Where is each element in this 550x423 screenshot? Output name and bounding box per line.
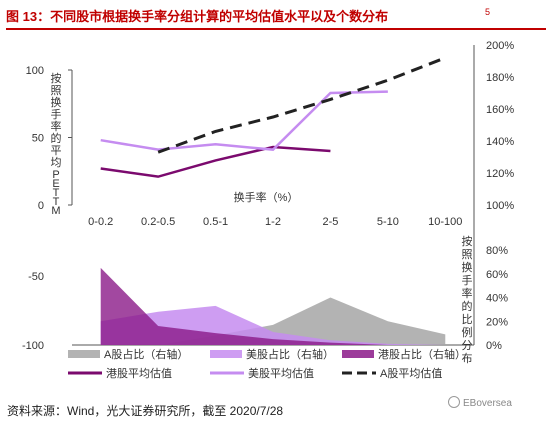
top-ylabel-char: T [53,187,60,199]
bottom-right-tick-label: 40% [486,293,508,305]
bottom-left-tick-label: -100 [22,340,44,352]
line-series-1 [100,145,331,178]
legend-swatch [210,350,242,358]
area-series-1 [100,297,446,345]
x-tick-label: 5-10 [377,216,399,228]
legend-swatch [342,350,374,358]
top-right-tick-label: 140% [486,136,514,148]
watermark-text: EBoversea [463,398,512,409]
bottom-right-tick-label: 80% [486,245,508,257]
top-ylabel-char: 按 [51,71,62,85]
x-tick-label: 0-0.2 [88,216,113,228]
top-ylabel-char: 的 [51,131,62,145]
bottom-ylabel-char: 按 [462,234,473,248]
legend-label: 港股平均估值 [106,367,172,380]
legend-label: 美股占比（右轴） [246,347,334,361]
x-axis-label: 换手率（%） [234,190,299,204]
top-ylabel-char: 照 [51,84,62,97]
x-tick-label: 0.2-0.5 [141,216,175,228]
title-bar: 图 13：不同股市根据换手率分组计算的平均估值水平以及个数分布 5 [6,4,546,30]
line-series-3 [157,56,446,154]
top-ylabel-char: 率 [51,119,62,133]
bottom-ylabel-char: 布 [462,352,473,365]
top-ylabel-char: T [53,196,60,208]
top-right-tick-label: 180% [486,72,514,84]
bottom-right-tick-label: 0% [486,340,502,352]
x-tick-label: 1-2 [265,216,281,228]
page-marker: 5 [485,7,491,17]
bottom-ylabel-char: 比 [462,313,473,326]
bottom-ylabel-char: 手 [462,273,473,287]
top-ylabel-char: 均 [51,156,62,169]
bottom-ylabel-char: 照 [462,248,473,261]
bottom-ylabel-char: 分 [462,339,473,352]
chart-title: 图 13：不同股市根据换手率分组计算的平均估值水平以及个数分布 [6,9,389,24]
legend-label: A股占比（右轴） [104,347,188,361]
bottom-ylabel-char: 的 [462,299,473,313]
top-left-tick-label: 0 [38,200,44,212]
top-ylabel-char: E [52,178,59,190]
bottom-right-tick-label: 20% [486,316,508,328]
top-left-tick-label: 100 [26,65,44,77]
bottom-ylabel-char: 率 [462,286,473,300]
top-right-tick-label: 100% [486,200,514,212]
top-ylabel-char: P [52,169,59,181]
legend-label: 美股平均估值 [248,367,314,380]
watermark: EBoversea [448,396,512,409]
x-tick-label: 2-5 [322,216,338,228]
wechat-icon [448,396,460,408]
top-right-tick-label: 120% [486,168,514,180]
top-ylabel-char: 换 [51,95,62,109]
top-ylabel-char: M [51,205,60,217]
top-right-tick-label: 200% [486,40,514,52]
area-series-3 [100,267,446,345]
x-tick-label: 10-100 [428,216,462,228]
bottom-ylabel-char: 例 [462,325,473,339]
bottom-left-tick-label: -50 [28,271,44,283]
title-rule [6,28,546,30]
top-left-tick-label: 50 [32,133,44,145]
x-tick-label: 0.5-1 [203,216,228,228]
bottom-ylabel-char: 换 [462,260,473,274]
top-ylabel-char: 平 [51,145,62,157]
top-right-tick-label: 160% [486,104,514,116]
bottom-right-tick-label: 60% [486,269,508,281]
legend-swatch [68,350,100,358]
source-note: 资料来源：Wind，光大证券研究所，截至 2020/7/28 [7,404,284,418]
top-ylabel-char: 手 [51,107,62,121]
legend-label: A股平均估值 [380,367,442,380]
line-series-2 [100,90,388,151]
legend-label: 港股占比（右轴） [378,347,466,361]
